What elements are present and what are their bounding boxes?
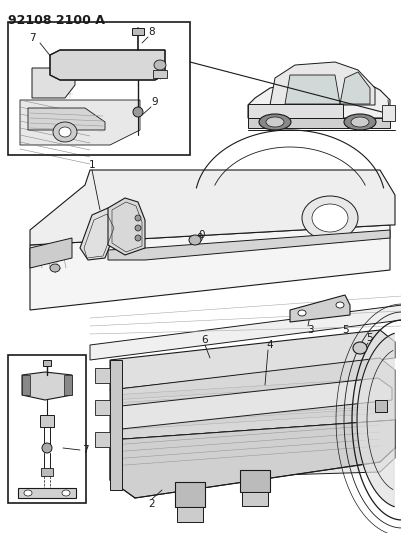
Bar <box>64 375 72 395</box>
Polygon shape <box>112 378 391 430</box>
Bar <box>381 105 394 121</box>
Ellipse shape <box>24 490 32 496</box>
Ellipse shape <box>135 215 141 221</box>
Polygon shape <box>50 50 164 80</box>
Text: 8: 8 <box>148 27 155 37</box>
Ellipse shape <box>154 60 166 70</box>
Polygon shape <box>247 78 389 118</box>
Polygon shape <box>32 68 75 98</box>
Polygon shape <box>110 330 394 390</box>
Bar <box>43 360 51 366</box>
Polygon shape <box>108 198 145 255</box>
Bar <box>247 118 389 128</box>
Bar <box>153 70 166 78</box>
Bar <box>41 468 53 476</box>
Polygon shape <box>22 372 72 400</box>
Bar <box>174 482 205 507</box>
Ellipse shape <box>350 117 368 127</box>
Polygon shape <box>110 358 394 440</box>
Bar <box>8 355 86 503</box>
Bar <box>241 492 267 506</box>
Text: 5: 5 <box>342 325 348 335</box>
Polygon shape <box>108 230 389 260</box>
Polygon shape <box>80 208 118 260</box>
Ellipse shape <box>50 264 60 272</box>
Ellipse shape <box>335 302 343 308</box>
Text: 1: 1 <box>89 160 95 170</box>
Polygon shape <box>112 386 377 408</box>
Bar <box>40 415 54 427</box>
Text: 7: 7 <box>82 445 88 455</box>
Bar <box>132 28 144 35</box>
Polygon shape <box>112 401 377 423</box>
Text: 92108 2100 A: 92108 2100 A <box>8 14 105 27</box>
Text: 4: 4 <box>266 340 273 350</box>
Text: 2: 2 <box>148 499 155 509</box>
Bar <box>8 22 190 155</box>
Ellipse shape <box>133 107 143 117</box>
Polygon shape <box>110 420 394 480</box>
Ellipse shape <box>297 310 305 316</box>
Bar <box>95 432 110 447</box>
Polygon shape <box>284 75 339 104</box>
Ellipse shape <box>62 490 70 496</box>
Text: 6: 6 <box>201 335 208 345</box>
Bar <box>110 360 122 490</box>
Bar <box>95 400 110 415</box>
Polygon shape <box>20 100 140 145</box>
Ellipse shape <box>258 114 290 130</box>
Text: 9: 9 <box>151 97 158 107</box>
Polygon shape <box>269 62 374 105</box>
Polygon shape <box>90 305 401 360</box>
Text: 0: 0 <box>196 233 203 243</box>
Ellipse shape <box>311 204 347 232</box>
Bar <box>374 400 386 412</box>
Bar <box>95 368 110 383</box>
Polygon shape <box>28 108 105 130</box>
Bar <box>22 375 30 395</box>
Text: 3: 3 <box>306 325 312 335</box>
Text: 7: 7 <box>28 33 35 43</box>
Polygon shape <box>110 420 394 498</box>
Text: 0: 0 <box>198 230 205 240</box>
Ellipse shape <box>343 114 375 130</box>
Polygon shape <box>112 393 377 415</box>
Polygon shape <box>18 488 76 498</box>
Bar <box>176 507 203 522</box>
Polygon shape <box>30 170 394 245</box>
Ellipse shape <box>135 225 141 231</box>
Ellipse shape <box>301 196 357 240</box>
Ellipse shape <box>59 127 71 137</box>
Bar <box>247 104 342 118</box>
Ellipse shape <box>135 235 141 241</box>
Polygon shape <box>289 295 349 322</box>
Ellipse shape <box>42 443 52 453</box>
Ellipse shape <box>53 122 77 142</box>
Polygon shape <box>30 238 72 268</box>
Polygon shape <box>339 72 369 104</box>
Ellipse shape <box>352 342 366 354</box>
Polygon shape <box>112 378 377 400</box>
Polygon shape <box>356 333 393 507</box>
Polygon shape <box>30 225 389 310</box>
Bar <box>239 470 269 492</box>
Text: 5: 5 <box>366 333 373 343</box>
Ellipse shape <box>188 235 200 245</box>
Ellipse shape <box>265 117 283 127</box>
Polygon shape <box>112 408 377 430</box>
